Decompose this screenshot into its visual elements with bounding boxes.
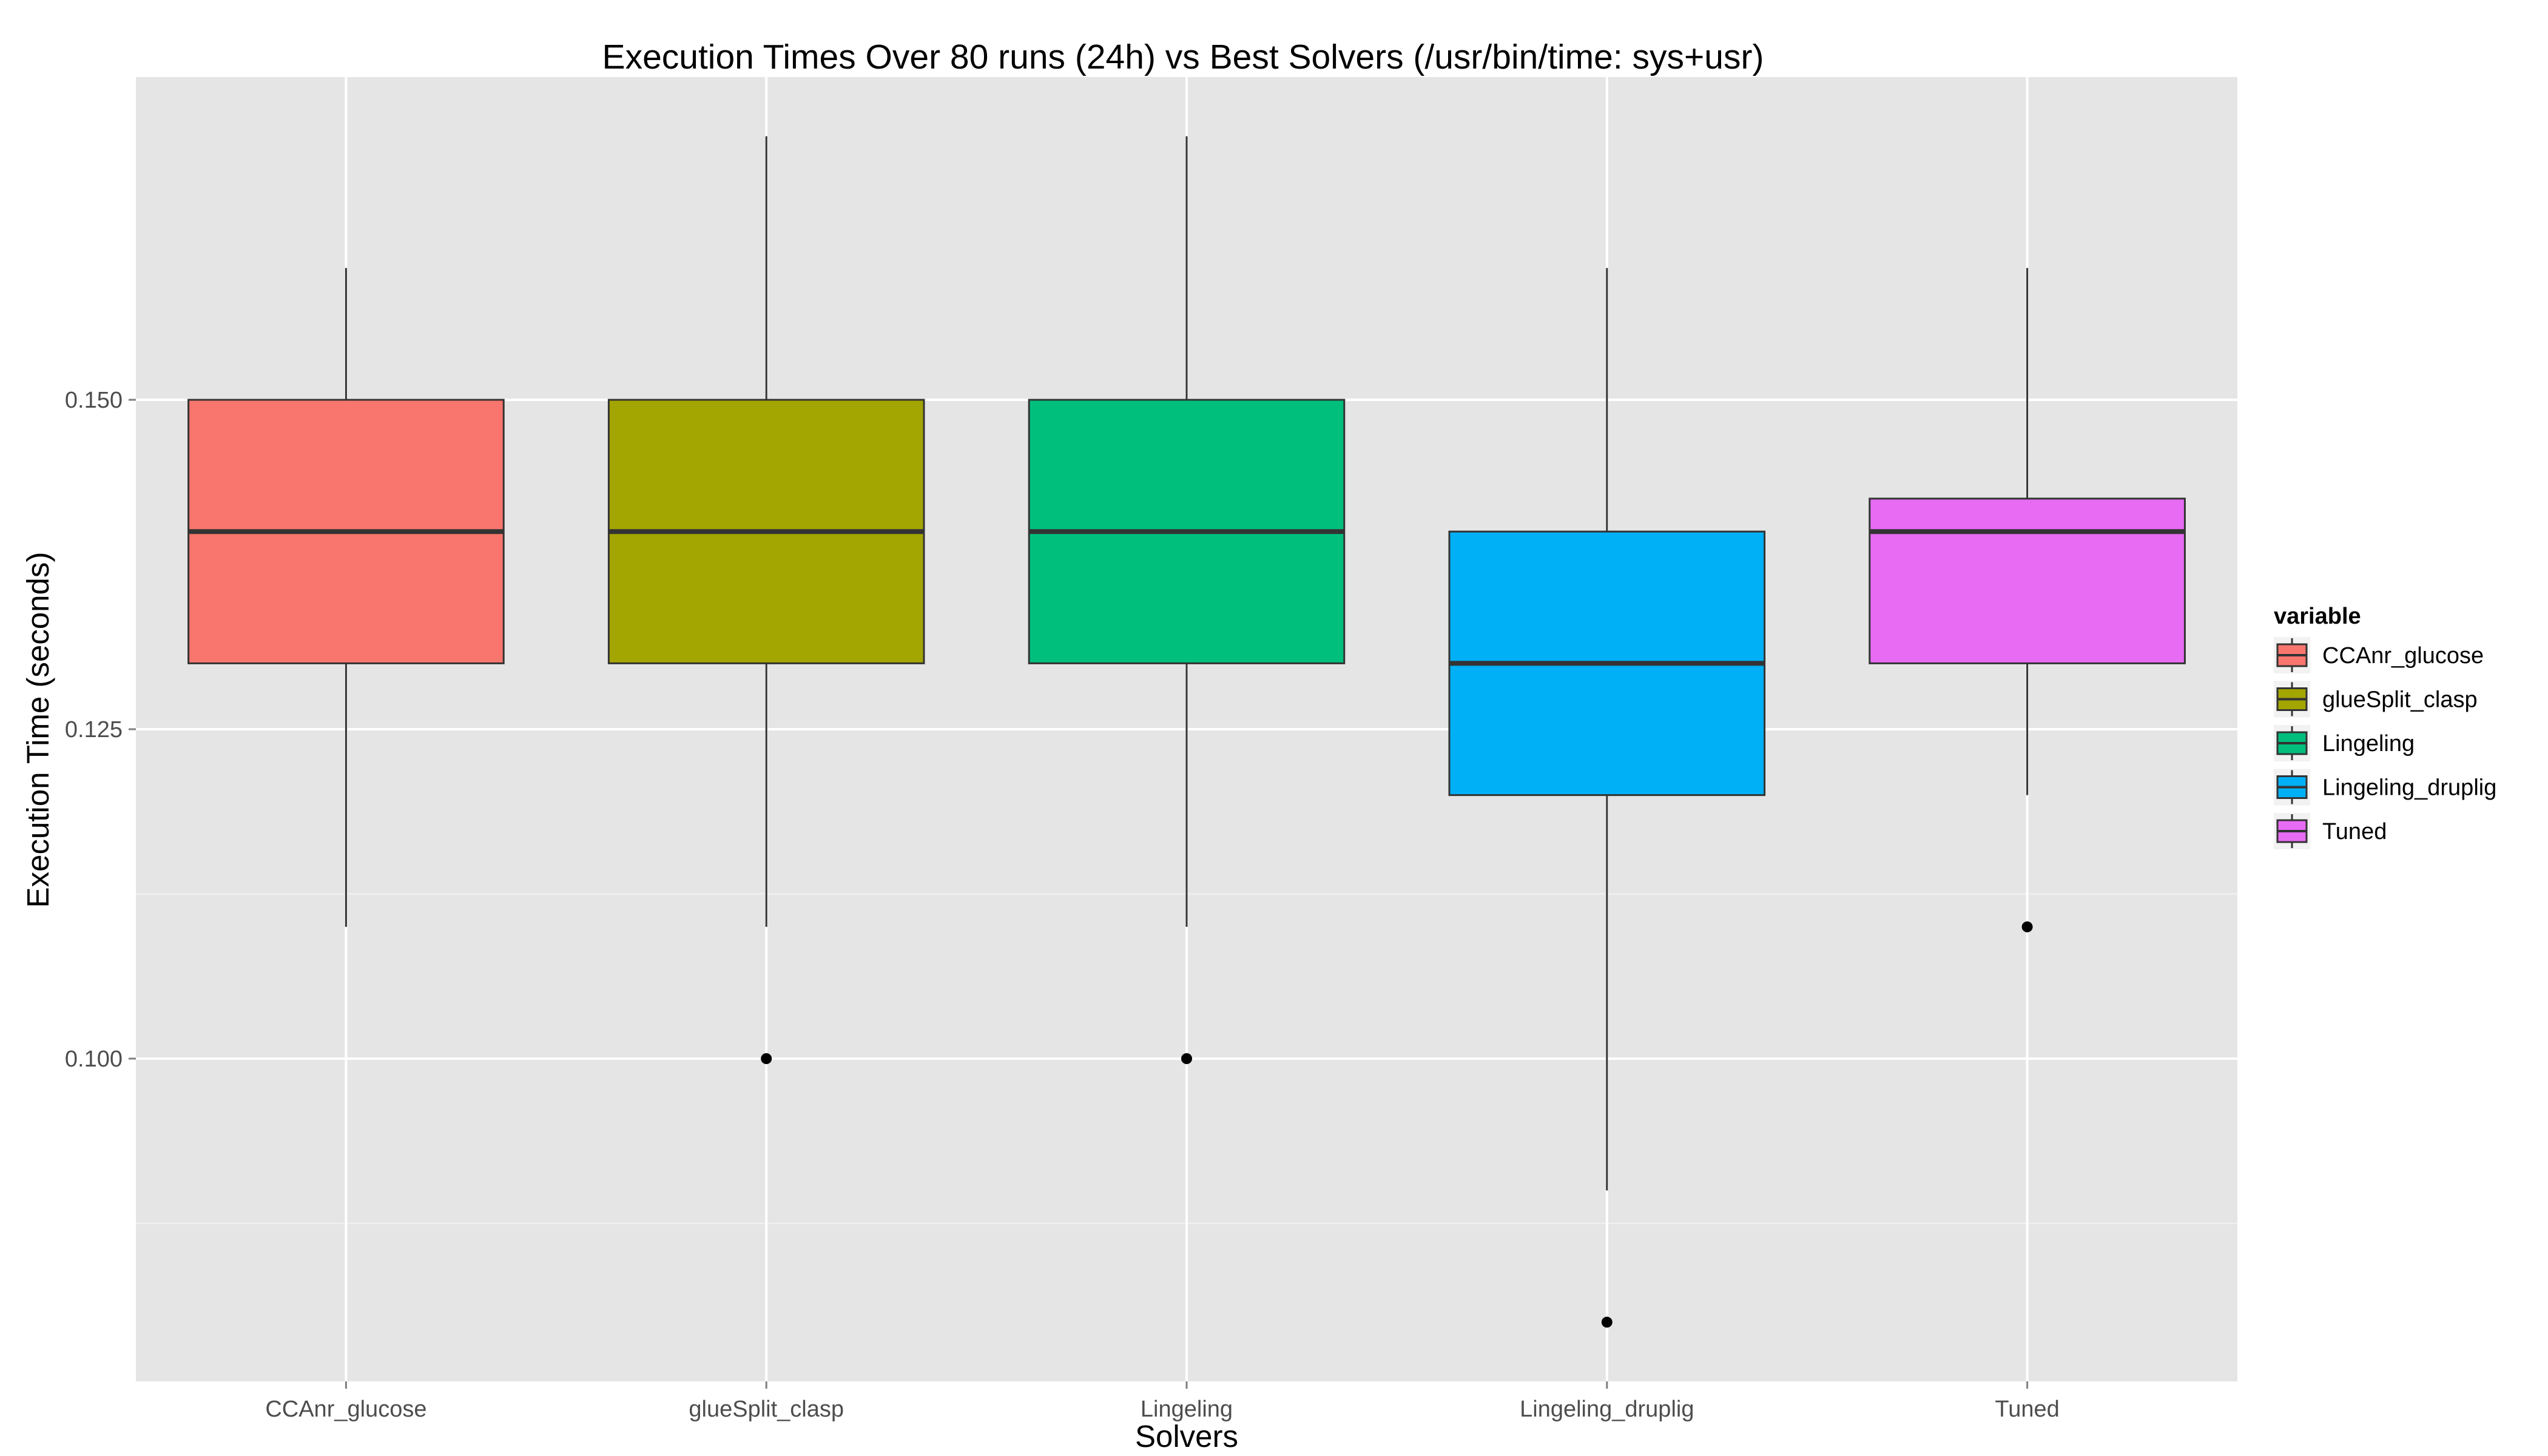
- x-tick-label: CCAnr_glucose: [265, 1397, 426, 1422]
- y-tick-labels: 0.100 0.125 0.150: [65, 388, 136, 1072]
- legend-label: Lingeling_druplig: [2322, 775, 2496, 801]
- legend-item: Lingeling_druplig: [2274, 769, 2496, 806]
- box-body: [1869, 497, 2186, 664]
- box-Lingeling_druplig: [1448, 268, 1766, 1328]
- y-tick-label: 0.100: [65, 1046, 123, 1072]
- legend-label: glueSplit_clasp: [2322, 687, 2478, 713]
- outlier-point: [761, 1053, 772, 1064]
- legend: variable CCAnr_glucose glueSplit_clasp Lin…: [2274, 604, 2496, 849]
- legend-item: Tuned: [2274, 813, 2387, 849]
- legend-label: Tuned: [2322, 819, 2387, 844]
- x-tick-label: glueSplit_clasp: [689, 1397, 844, 1422]
- y-axis-title: Execution Time (seconds): [21, 552, 55, 908]
- x-tick-labels: CCAnr_glucose glueSplit_clasp Lingeling Lin…: [265, 1381, 2060, 1422]
- box-CCAnr_glucose: [187, 268, 505, 927]
- x-tick-label: Lingeling_druplig: [1520, 1397, 1694, 1422]
- outlier-point: [1601, 1316, 1613, 1328]
- legend-items: CCAnr_glucose glueSplit_clasp Lingeling Lin…: [2274, 637, 2496, 849]
- y-tick-label: 0.150: [65, 388, 123, 413]
- legend-item: CCAnr_glucose: [2274, 637, 2484, 673]
- legend-title: variable: [2274, 604, 2361, 629]
- box-glueSplit_clasp: [607, 136, 925, 1064]
- legend-item: Lingeling: [2274, 725, 2415, 761]
- box-layer: [187, 136, 2186, 1328]
- legend-label: Lingeling: [2322, 731, 2415, 757]
- outlier-point: [1181, 1053, 1192, 1064]
- outlier-point: [2021, 921, 2033, 932]
- y-tick-label: 0.125: [65, 717, 123, 743]
- x-tick-label: Tuned: [1995, 1397, 2059, 1422]
- x-tick-label: Lingeling: [1141, 1397, 1233, 1422]
- legend-label: CCAnr_glucose: [2322, 643, 2484, 669]
- box-Tuned: [1869, 268, 2186, 932]
- box-Lingeling: [1028, 136, 1346, 1064]
- legend-item: glueSplit_clasp: [2274, 681, 2478, 718]
- chart-title: Execution Times Over 80 runs (24h) vs Be…: [602, 38, 1764, 76]
- x-axis-title: Solvers: [1135, 1419, 1238, 1454]
